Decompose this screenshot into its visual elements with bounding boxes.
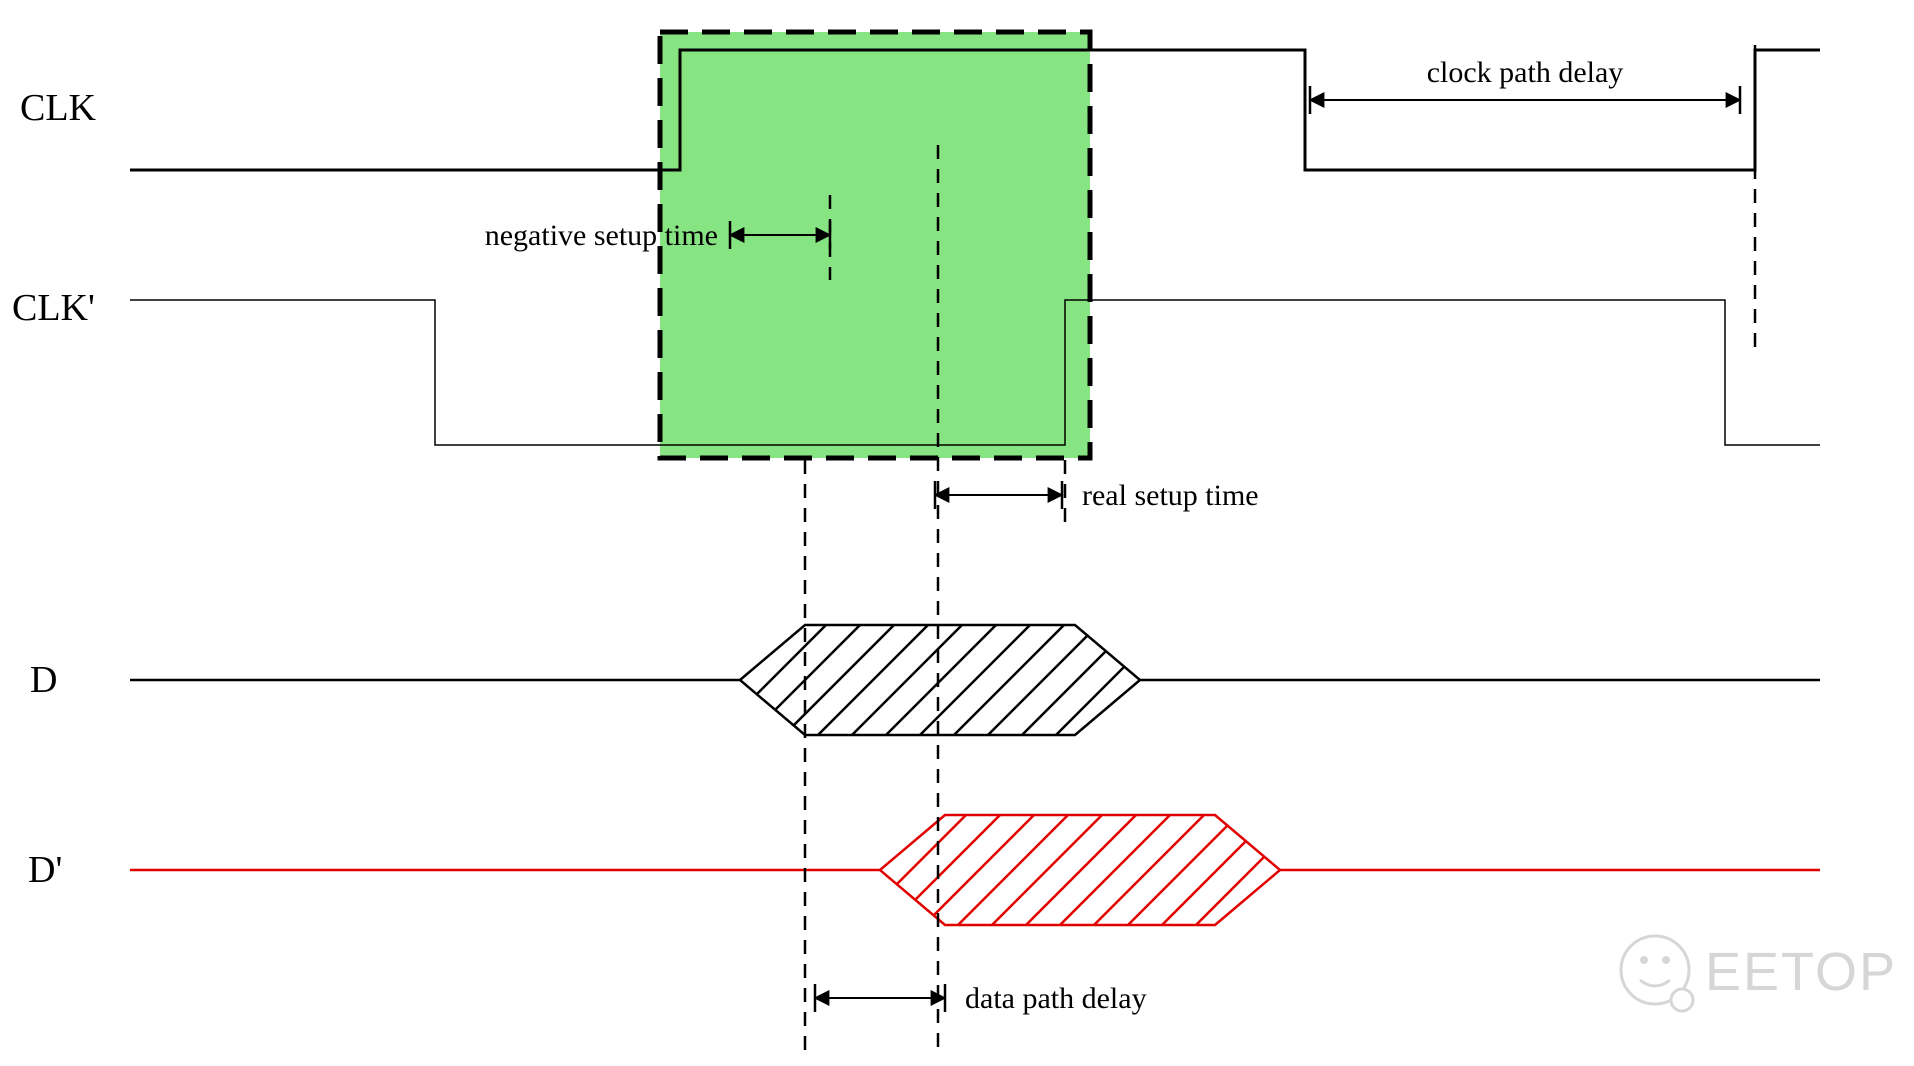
d-prime-waveform: [130, 805, 1820, 935]
d-label: D: [30, 659, 57, 701]
real-setup-label: real setup time: [1082, 479, 1259, 512]
data-path-delay-label: data path delay: [965, 982, 1147, 1015]
watermark: EETOP: [1621, 936, 1897, 1011]
clock-path-delay-label: clock path delay: [1427, 56, 1624, 89]
d-waveform: [130, 615, 1820, 745]
clk-prime-label: CLK': [12, 287, 95, 329]
clk-label: CLK: [20, 87, 97, 129]
d-prime-label: D': [28, 849, 62, 891]
negative-setup-label: negative setup time: [485, 219, 718, 252]
timing-diagram-canvas: CLK CLK' D D' negative setup time real s…: [0, 0, 1914, 1066]
highlight-region: [660, 32, 1090, 458]
watermark-text: EETOP: [1705, 942, 1897, 1002]
